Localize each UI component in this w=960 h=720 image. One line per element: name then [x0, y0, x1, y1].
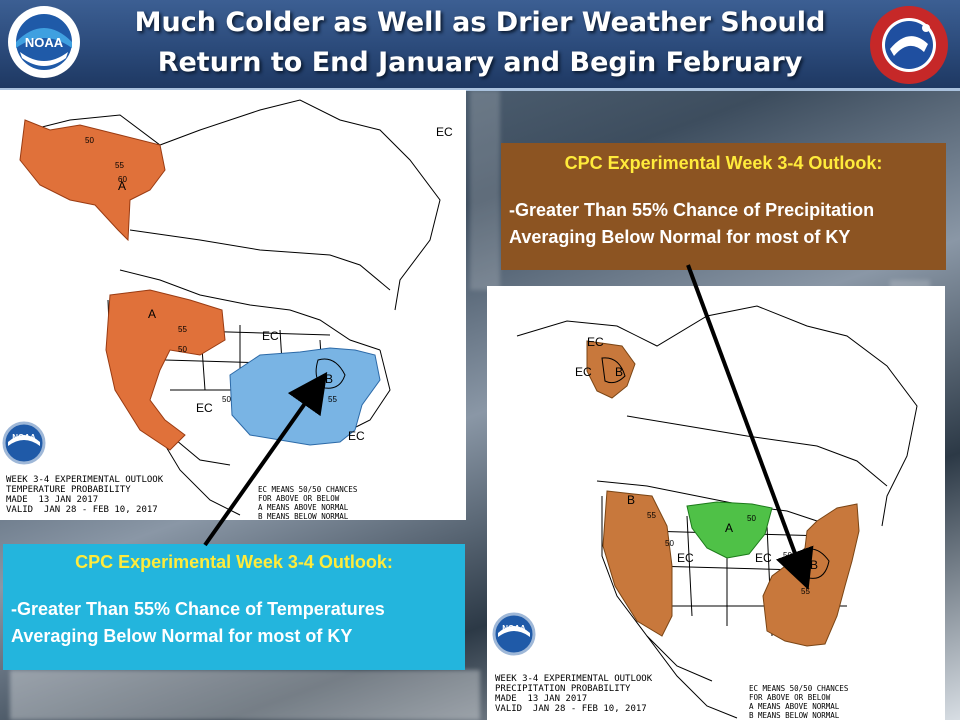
precip-label-b-north: B — [615, 365, 623, 379]
title-line-2: Return to End January and Begin February — [157, 47, 803, 78]
precip-label-a: A — [725, 521, 733, 535]
precip-label-ec-4: EC — [755, 551, 772, 565]
temp-label-ec-4: EC — [436, 125, 453, 139]
precip-outlook-line-2: Averaging Below Normal for most of KY — [509, 227, 851, 247]
temp-label-50-se: 50 — [222, 395, 231, 404]
temp-label-ec-1: EC — [196, 401, 213, 415]
precip-label-b-east: B — [810, 558, 818, 572]
header-banner: NOAA Much Colder as Well as Drier Weathe… — [0, 0, 960, 91]
noaa-badge-text: NOAA — [502, 624, 526, 633]
temperature-outlook-map: A 50 55 60 A 55 50 B 50 55 EC EC EC EC N… — [0, 90, 466, 520]
temp-outlook-heading: CPC Experimental Week 3-4 Outlook: — [75, 552, 393, 572]
temp-label-a-west: A — [148, 307, 156, 321]
temp-arrow — [203, 371, 328, 547]
precip-map-caption: WEEK 3-4 EXPERIMENTAL OUTLOOK PRECIPITAT… — [495, 674, 653, 714]
temp-label-50: 50 — [85, 136, 94, 145]
noaa-badge-icon — [492, 612, 536, 656]
precip-label-ec-2: EC — [575, 365, 592, 379]
background-ice — [470, 90, 500, 290]
precip-outlook-heading: CPC Experimental Week 3-4 Outlook: — [564, 153, 883, 173]
precip-label-b-west: B — [627, 493, 635, 507]
precipitation-outlook-map: B EC EC B 55 50 A 50 EC EC B 50 55 NOAA … — [487, 286, 945, 720]
temp-label-60: 60 — [118, 175, 127, 184]
temp-label-55: 55 — [115, 161, 124, 170]
precip-label-55-west: 55 — [647, 511, 656, 520]
temp-label-55-se: 55 — [328, 395, 337, 404]
temp-map-caption: WEEK 3-4 EXPERIMENTAL OUTLOOK TEMPERATUR… — [6, 475, 164, 515]
temp-outlook-box: CPC Experimental Week 3-4 Outlook: -Grea… — [3, 544, 465, 670]
precip-label-50-central: 50 — [747, 514, 756, 523]
temp-outlook-line-1: -Greater Than 55% Chance of Temperatures — [11, 599, 385, 619]
precip-outlook-line-1: -Greater Than 55% Chance of Precipitatio… — [509, 200, 875, 220]
precip-arrow — [686, 264, 814, 591]
temp-outlook-line-2: Averaging Below Normal for most of KY — [11, 626, 353, 646]
precip-label-ec-1: EC — [587, 335, 604, 349]
precip-map-legend: EC MEANS 50/50 CHANCES FOR ABOVE OR BELO… — [749, 684, 849, 720]
precip-label-50-west: 50 — [665, 539, 674, 548]
temp-label-b: B — [325, 372, 333, 386]
temp-above-west — [105, 289, 226, 451]
temp-label-55-west: 55 — [178, 325, 187, 334]
temp-label-ec-2: EC — [262, 329, 279, 343]
precip-below-west — [602, 490, 673, 637]
precip-above-central — [686, 501, 773, 559]
noaa-logo-text: NOAA — [25, 35, 64, 50]
noaa-badge-icon — [2, 421, 46, 465]
precip-label-ec-3: EC — [677, 551, 694, 565]
temp-above-alaska — [19, 119, 166, 242]
temp-map-legend: EC MEANS 50/50 CHANCES FOR ABOVE OR BELO… — [258, 485, 358, 520]
precip-label-55-east: 55 — [801, 587, 810, 596]
noaa-logo-icon: NOAA — [6, 4, 82, 84]
nws-logo-icon — [868, 4, 950, 90]
page-title: Much Colder as Well as Drier Weather Sho… — [100, 3, 860, 83]
temp-label-50-west: 50 — [178, 345, 187, 354]
background-ice — [10, 670, 480, 720]
precip-below-north — [586, 340, 636, 399]
title-line-1: Much Colder as Well as Drier Weather Sho… — [134, 7, 826, 38]
temp-label-ec-3: EC — [348, 429, 365, 443]
temp-label-a-alaska: A — [118, 179, 126, 193]
noaa-badge-text: NOAA — [12, 433, 36, 442]
precip-outlook-box: CPC Experimental Week 3-4 Outlook: -Grea… — [501, 143, 946, 270]
